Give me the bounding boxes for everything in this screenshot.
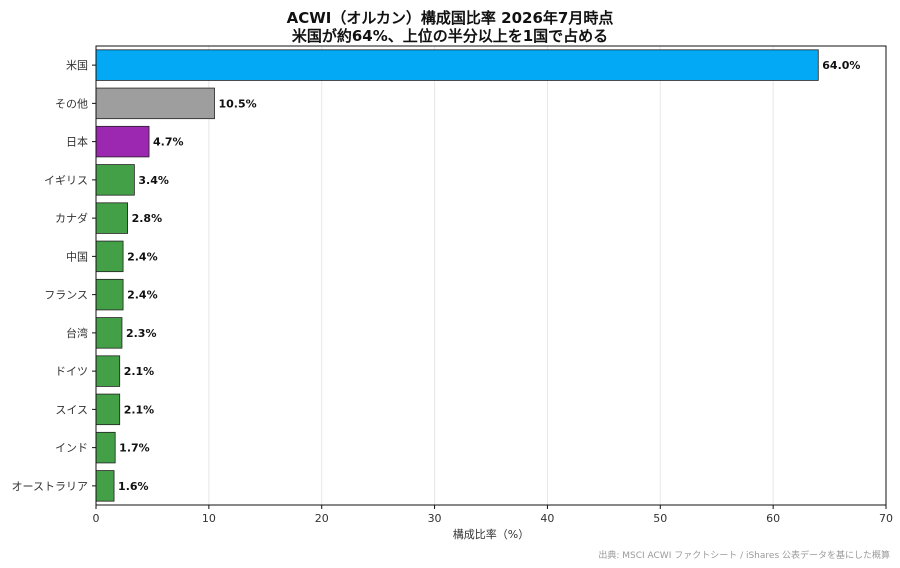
y-tick-label: 中国 [66,250,88,263]
data-label: 1.6% [118,480,149,493]
bar [95,240,124,273]
data-label: 2.3% [126,327,157,340]
y-tick-label: ドイツ [55,365,88,378]
data-labels: 64.0% 10.5% 4.7% 3.4% 2.8% 2.4% 2.4% 2.3% 2.1% 2.… [118,59,860,493]
bar [95,470,115,502]
chart-title: ACWI（オルカン）構成国比率 2026年7月時点 [286,9,614,27]
data-label: 2.1% [124,403,155,416]
data-label: 2.8% [132,212,163,225]
x-axis: 0 10 20 30 40 50 60 70 [93,505,893,525]
x-tick-label: 70 [879,512,893,525]
chart-subtitle: 米国が約64%、上位の半分以上を1国で占める [291,27,609,45]
x-tick-label: 10 [202,512,216,525]
data-label: 2.1% [124,365,155,378]
x-tick-label: 40 [540,512,554,525]
x-tick-label: 50 [653,512,667,525]
bars [95,49,819,502]
y-tick-label: イギリス [44,174,88,187]
bar [95,202,129,234]
y-tick-label: 台湾 [66,326,88,340]
bar [95,317,123,349]
x-tick-label: 30 [428,512,442,525]
data-label: 10.5% [219,97,257,110]
plot-frame [95,45,887,506]
y-tick-label: 日本 [66,135,88,149]
y-tick-label: インド [55,442,88,455]
bar [95,278,124,311]
y-tick-label: カナダ [55,211,88,225]
data-label: 64.0% [822,59,860,72]
bar [95,393,121,426]
x-tick-label: 60 [766,512,780,525]
bar [95,125,150,158]
source-note: 出典: MSCI ACWI ファクトシート / iShares 公表データを基に… [598,551,890,561]
y-tick-label: スイス [55,403,88,416]
data-label: 2.4% [127,250,158,263]
y-tick-label: フランス [44,289,88,302]
bar [95,164,135,196]
bar [95,355,121,387]
data-label: 4.7% [153,136,184,149]
y-tick-label: オーストラリア [12,480,88,493]
data-label: 3.4% [138,174,169,187]
bar [95,431,116,464]
y-tick-label: 米国 [66,59,88,72]
data-label: 2.4% [127,289,158,302]
data-label: 1.7% [119,442,150,455]
y-tick-label: その他 [55,97,88,110]
x-axis-label: 構成比率（%） [453,527,529,541]
x-tick-label: 0 [93,512,100,525]
bar [95,49,819,81]
bar [95,87,215,120]
x-tick-label: 20 [315,512,329,525]
